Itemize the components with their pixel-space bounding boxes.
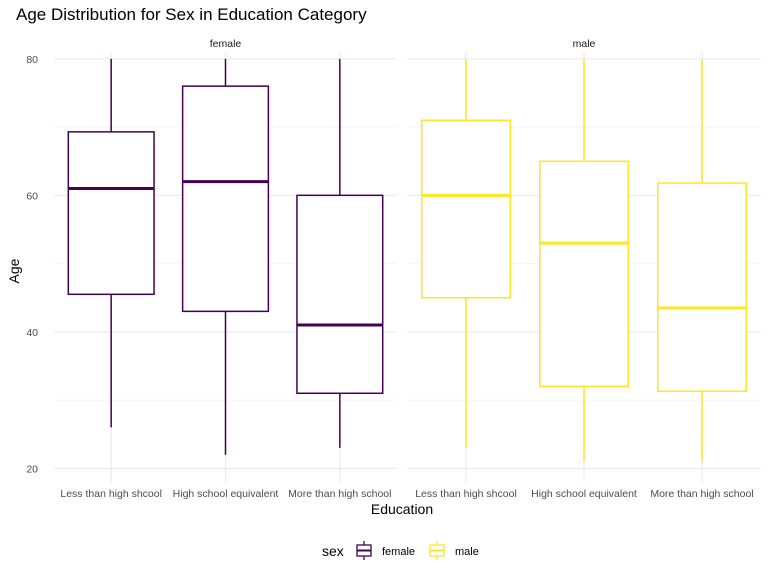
box-female-2	[296, 58, 384, 448]
box-male-1	[539, 58, 629, 462]
box-male-0	[421, 58, 511, 448]
legend-key-female	[356, 541, 372, 560]
box-body	[296, 194, 384, 395]
box-female-1	[181, 58, 270, 455]
y-axis-label: Age	[6, 258, 22, 283]
legend-title: sex	[322, 543, 344, 559]
box-male-2	[657, 58, 747, 462]
facet-label-female: female	[210, 38, 242, 50]
legend-label: female	[382, 546, 415, 558]
legend: sex female male	[322, 541, 479, 560]
legend-key-male	[429, 541, 445, 560]
facet-label-male: male	[573, 38, 596, 50]
box-body	[657, 182, 747, 392]
box-body	[421, 119, 511, 299]
box-body	[539, 160, 629, 388]
x-tick-label: Less than high shcool	[415, 488, 517, 500]
x-tick-label: Less than high shcool	[60, 488, 162, 500]
box-female-0	[67, 58, 155, 428]
box-body	[67, 131, 155, 296]
x-tick-label: High school equivalent	[173, 488, 279, 500]
y-tick-label: 60	[26, 190, 38, 202]
box-body	[181, 85, 270, 313]
x-axis-label: Education	[371, 501, 433, 517]
y-tick-label: 80	[26, 54, 38, 66]
x-tick-label: More than high school	[650, 488, 753, 500]
x-tick-label: High school equivalent	[531, 488, 637, 500]
y-tick-label: 40	[26, 327, 38, 339]
y-tick-label: 20	[26, 463, 38, 475]
chart-title: Age Distribution for Sex in Education Ca…	[16, 5, 367, 24]
x-tick-label: More than high school	[288, 488, 391, 500]
legend-label: male	[455, 546, 479, 558]
